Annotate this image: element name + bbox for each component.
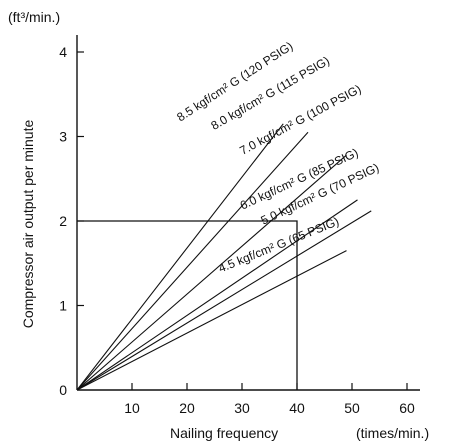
y-tick-label: 4	[59, 44, 67, 60]
x-tick-label: 20	[179, 400, 195, 416]
x-axis-title: Nailing frequency	[170, 425, 278, 441]
series-line	[76, 250, 347, 391]
y-tick-label: 2	[59, 213, 67, 229]
x-tick-label: 40	[289, 400, 305, 416]
x-tick-label: 10	[124, 400, 140, 416]
y-tick-label: 3	[59, 129, 67, 145]
y-axis-title: Compressor air output per minute	[20, 120, 36, 329]
x-tick-label: 60	[399, 400, 415, 416]
reference-box-line	[77, 220, 298, 390]
series-line	[76, 123, 284, 391]
x-tick-label: 50	[344, 400, 360, 416]
series-group	[76, 123, 372, 391]
x-axis-unit: (times/min.)	[356, 425, 429, 441]
series-labels: 8.5 kgf/cm² G (120 PSIG)8.0 kgf/cm² G (1…	[174, 39, 381, 275]
series-label: 4.5 kgf/cm² G (65 PSIG)	[216, 214, 341, 275]
reference-box	[77, 220, 298, 390]
y-axis-unit: (ft³/min.)	[8, 9, 60, 25]
series-line	[76, 210, 372, 391]
series-line	[76, 154, 347, 391]
y-tick-label: 0	[59, 382, 67, 398]
axis-ticks: 0 1 2 3 4 10 20 30 40 50 60	[59, 44, 415, 416]
series-line	[76, 131, 309, 391]
series-line	[76, 199, 358, 391]
y-tick-label: 1	[59, 298, 67, 314]
x-tick-label: 30	[234, 400, 250, 416]
